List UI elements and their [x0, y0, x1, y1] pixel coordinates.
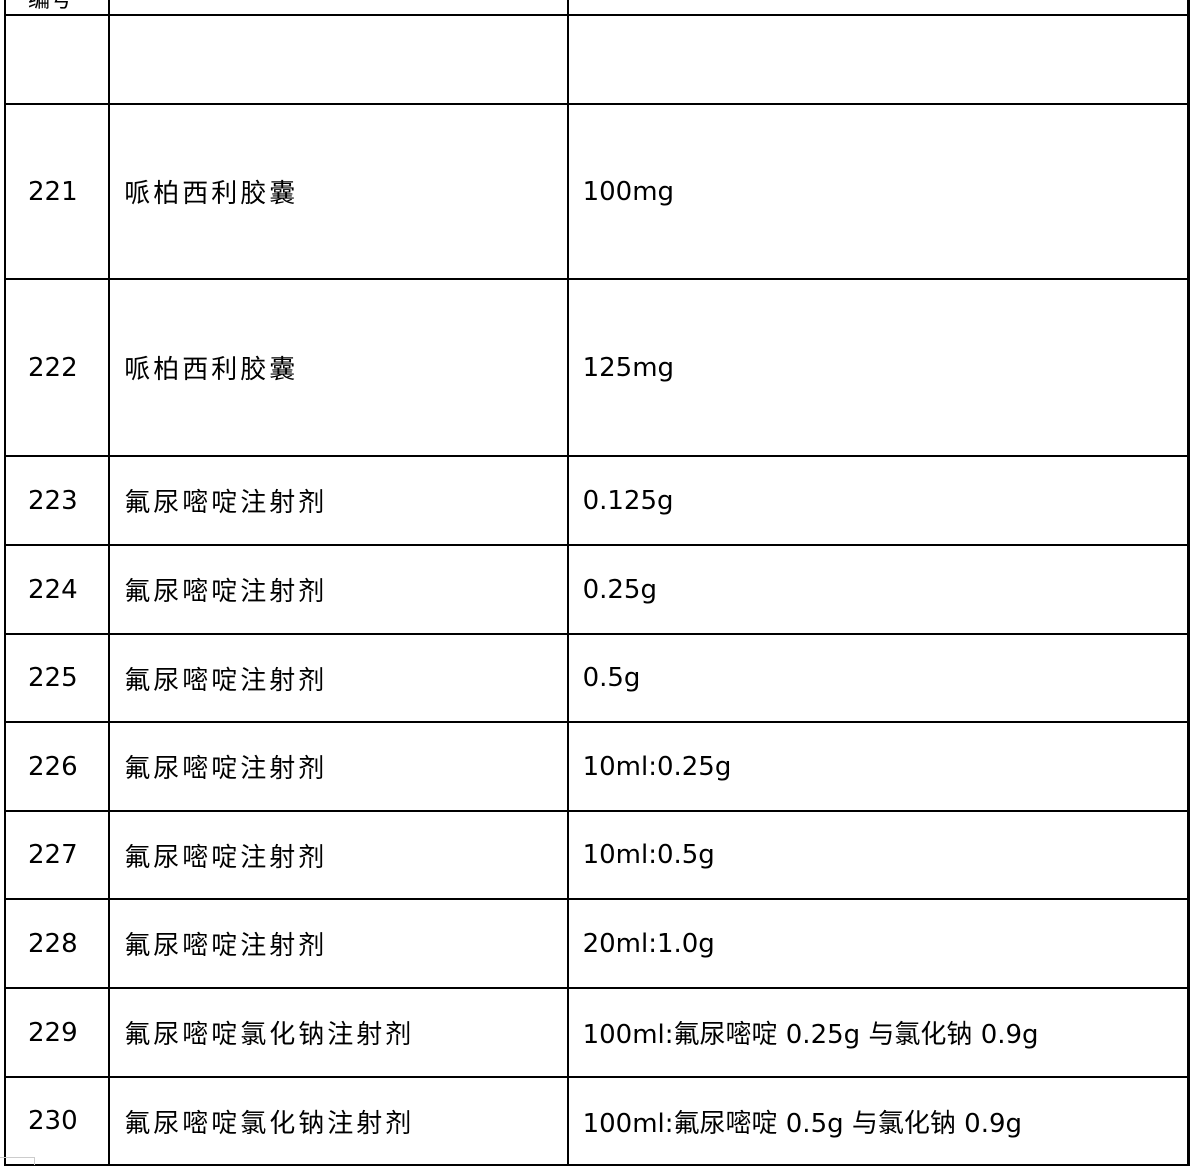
row-number: 226 — [3, 721, 111, 812]
table-row: 227 氟尿嘧啶注射剂 10ml:0.5g — [3, 810, 1190, 900]
table-row: 222 哌柏西利胶囊 125mg — [3, 278, 1190, 457]
row-number: 223 — [3, 455, 111, 546]
row-number: 228 — [3, 898, 111, 989]
table-row — [3, 14, 1190, 105]
header-spec — [566, 0, 1190, 16]
drug-spec: 20ml:1.0g — [566, 898, 1190, 989]
row-number: 222 — [3, 278, 111, 457]
row-number: 227 — [3, 810, 111, 900]
drug-spec: 0.25g — [566, 544, 1190, 635]
drug-spec: 100mg — [566, 103, 1190, 280]
drug-name: 氟尿嘧啶注射剂 — [108, 721, 569, 812]
drug-name: 氟尿嘧啶注射剂 — [108, 633, 569, 723]
drug-name: 哌柏西利胶囊 — [108, 278, 569, 457]
table-row: 225 氟尿嘧啶注射剂 0.5g — [3, 633, 1190, 723]
drug-spec: 0.5g — [566, 633, 1190, 723]
drug-spec: 10ml:0.5g — [566, 810, 1190, 900]
page-corner-mark — [0, 1157, 35, 1165]
drug-spec: 10ml:0.25g — [566, 721, 1190, 812]
drug-spec — [566, 14, 1190, 105]
drug-name: 氟尿嘧啶注射剂 — [108, 544, 569, 635]
row-number: 224 — [3, 544, 111, 635]
row-number: 230 — [3, 1076, 111, 1166]
drug-spec: 100ml:氟尿嘧啶 0.25g 与氯化钠 0.9g — [566, 987, 1190, 1078]
table-row: 221 哌柏西利胶囊 100mg — [3, 103, 1190, 280]
header-row: 编号 — [3, 0, 1190, 16]
drug-name — [108, 14, 569, 105]
header-name — [108, 0, 569, 16]
table-row: 228 氟尿嘧啶注射剂 20ml:1.0g — [3, 898, 1190, 989]
drug-name: 氟尿嘧啶氯化钠注射剂 — [108, 987, 569, 1078]
drug-name: 氟尿嘧啶氯化钠注射剂 — [108, 1076, 569, 1166]
drug-spec: 0.125g — [566, 455, 1190, 546]
row-number — [3, 14, 111, 105]
drug-name: 氟尿嘧啶注射剂 — [108, 898, 569, 989]
drug-name: 哌柏西利胶囊 — [108, 103, 569, 280]
table-row: 226 氟尿嘧啶注射剂 10ml:0.25g — [3, 721, 1190, 812]
table-row: 223 氟尿嘧啶注射剂 0.125g — [3, 455, 1190, 546]
drug-spec: 125mg — [566, 278, 1190, 457]
table-row: 230 氟尿嘧啶氯化钠注射剂 100ml:氟尿嘧啶 0.5g 与氯化钠 0.9g — [3, 1076, 1190, 1166]
drug-name: 氟尿嘧啶注射剂 — [108, 455, 569, 546]
row-number: 221 — [3, 103, 111, 280]
drug-spec: 100ml:氟尿嘧啶 0.5g 与氯化钠 0.9g — [566, 1076, 1190, 1166]
drug-spec-table: 编号 221 哌柏西利胶囊 100mg 222 哌柏西利胶囊 125mg 223 氟尿嘧啶注射… — [3, 0, 1190, 1166]
drug-name: 氟尿嘧啶注射剂 — [108, 810, 569, 900]
table-row: 229 氟尿嘧啶氯化钠注射剂 100ml:氟尿嘧啶 0.25g 与氯化钠 0.9g — [3, 987, 1190, 1078]
row-number: 229 — [3, 987, 111, 1078]
table-row: 224 氟尿嘧啶注射剂 0.25g — [3, 544, 1190, 635]
row-number: 225 — [3, 633, 111, 723]
header-number: 编号 — [3, 0, 111, 16]
